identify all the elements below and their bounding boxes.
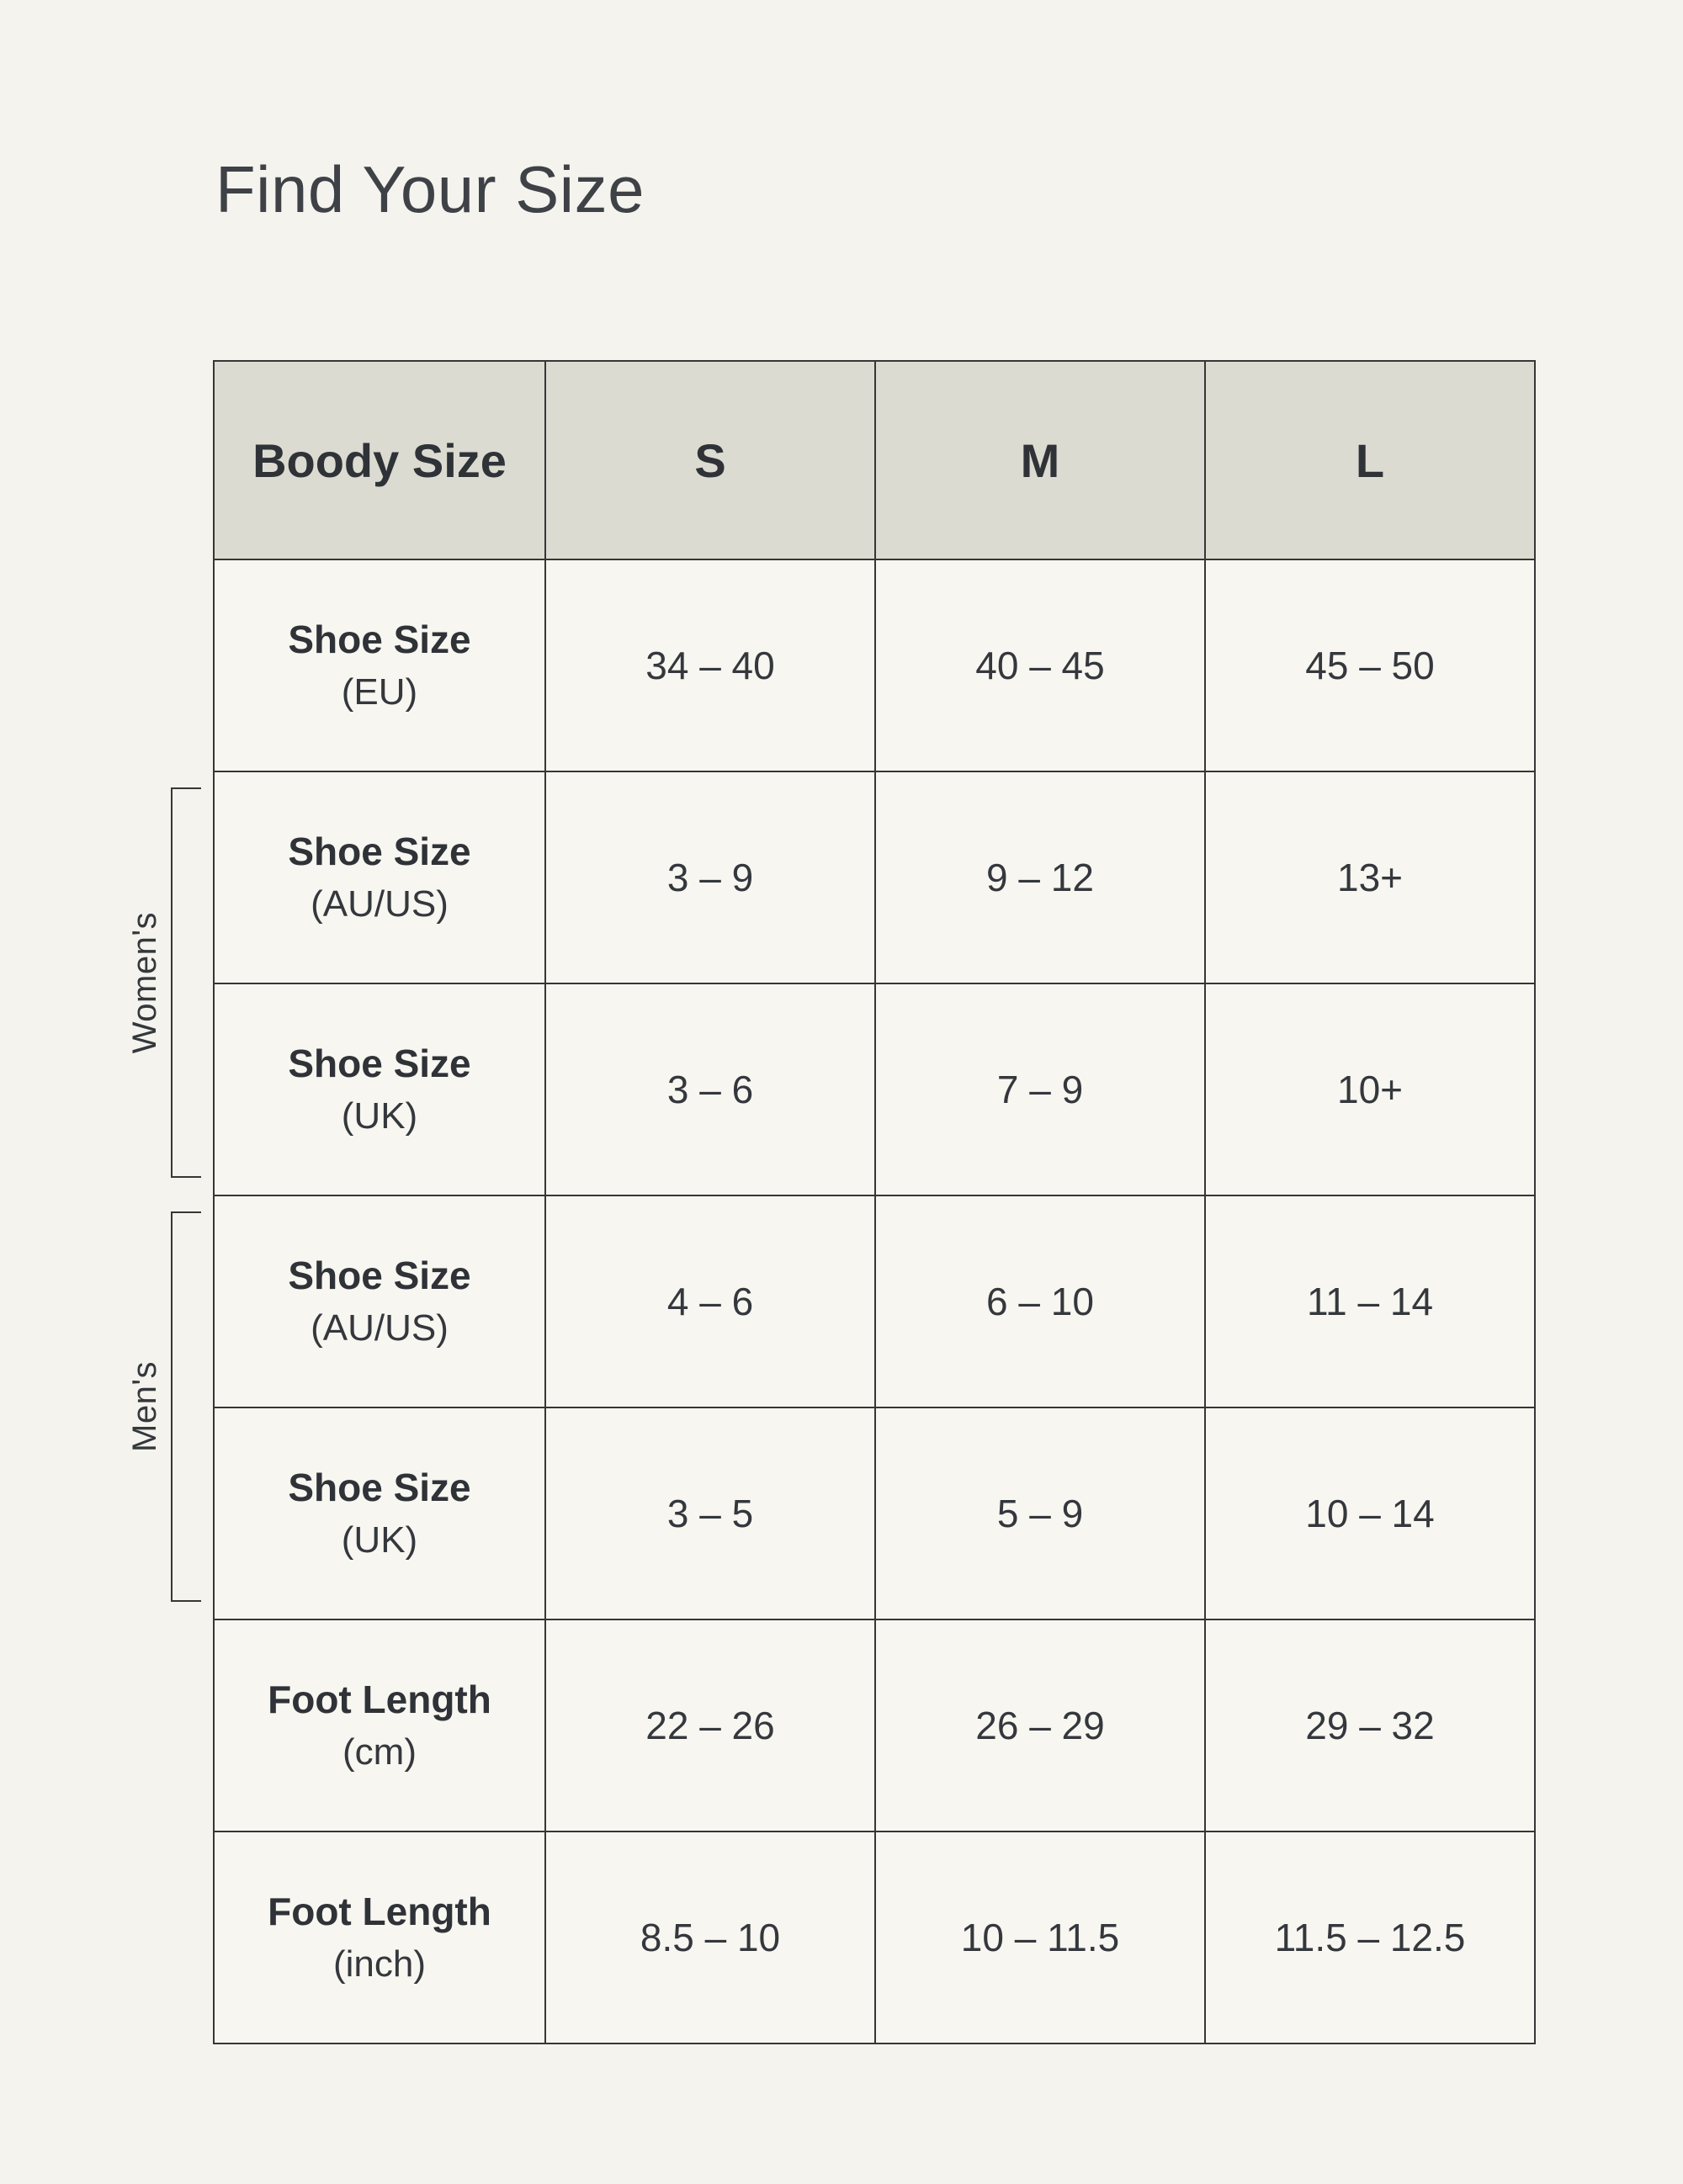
womens-bracket-bottom-tick — [173, 1176, 201, 1178]
row-label: Foot Length — [268, 1678, 491, 1721]
row-label: Shoe Size — [288, 1042, 471, 1085]
cell-value: 5 – 9 — [874, 1407, 1206, 1620]
womens-group-label-text: Women's — [125, 911, 163, 1054]
cell-value: 7 – 9 — [874, 983, 1206, 1196]
mens-bracket-top-tick — [173, 1211, 201, 1213]
cell-value: 11 – 14 — [1204, 1195, 1536, 1408]
page-title: Find Your Size — [215, 152, 645, 226]
row-label: Shoe Size — [288, 1466, 471, 1509]
header-cell-size-l: L — [1204, 360, 1536, 560]
header-cell-size-m: M — [874, 360, 1206, 560]
mens-group-label-text: Men's — [125, 1361, 163, 1452]
cell-value: 22 – 26 — [544, 1619, 876, 1832]
cell-value: 34 – 40 — [544, 559, 876, 772]
row-sublabel: (UK) — [341, 1095, 418, 1137]
row-header: Foot Length (cm) — [213, 1619, 546, 1832]
row-sublabel: (cm) — [342, 1731, 417, 1773]
cell-value: 3 – 5 — [544, 1407, 876, 1620]
womens-bracket-top-tick — [173, 787, 201, 789]
row-header: Shoe Size (UK) — [213, 983, 546, 1196]
table-row-mens-shoe-size-uk: Shoe Size (UK) 3 – 5 5 – 9 10 – 14 — [213, 1407, 1536, 1620]
cell-value: 29 – 32 — [1204, 1619, 1536, 1832]
cell-value: 10 – 11.5 — [874, 1831, 1206, 2044]
table-row-womens-shoe-size-au-us: Shoe Size (AU/US) 3 – 9 9 – 12 13+ — [213, 771, 1536, 984]
row-header: Shoe Size (EU) — [213, 559, 546, 772]
womens-group-label: Women's — [121, 787, 168, 1178]
row-header: Shoe Size (AU/US) — [213, 771, 546, 984]
row-label: Foot Length — [268, 1890, 491, 1933]
cell-value: 45 – 50 — [1204, 559, 1536, 772]
cell-value: 4 – 6 — [544, 1195, 876, 1408]
table-header-row: Boody Size S M L — [213, 360, 1536, 560]
cell-value: 3 – 6 — [544, 983, 876, 1196]
row-label: Shoe Size — [288, 618, 471, 661]
row-header: Foot Length (inch) — [213, 1831, 546, 2044]
cell-value: 26 – 29 — [874, 1619, 1206, 1832]
cell-value: 13+ — [1204, 771, 1536, 984]
cell-value: 9 – 12 — [874, 771, 1206, 984]
cell-value: 8.5 – 10 — [544, 1831, 876, 2044]
cell-value: 3 – 9 — [544, 771, 876, 984]
womens-bracket — [171, 787, 201, 1178]
mens-group-label: Men's — [121, 1211, 168, 1602]
row-sublabel: (EU) — [341, 671, 418, 713]
row-sublabel: (UK) — [341, 1519, 418, 1561]
mens-bracket — [171, 1211, 201, 1602]
row-header: Shoe Size (UK) — [213, 1407, 546, 1620]
row-sublabel: (inch) — [332, 1943, 427, 1985]
cell-value: 10 – 14 — [1204, 1407, 1536, 1620]
cell-value: 6 – 10 — [874, 1195, 1206, 1408]
mens-bracket-bottom-tick — [173, 1600, 201, 1602]
header-cell-size-s: S — [544, 360, 876, 560]
row-sublabel: (AU/US) — [311, 883, 449, 925]
table-row-foot-length-cm: Foot Length (cm) 22 – 26 26 – 29 29 – 32 — [213, 1619, 1536, 1832]
table-row-shoe-size-eu: Shoe Size (EU) 34 – 40 40 – 45 45 – 50 — [213, 559, 1536, 772]
table-row-foot-length-inch: Foot Length (inch) 8.5 – 10 10 – 11.5 11… — [213, 1831, 1536, 2044]
row-label: Shoe Size — [288, 830, 471, 873]
size-table: Boody Size S M L Shoe Size (EU) 34 – 40 … — [213, 360, 1536, 2044]
table-row-mens-shoe-size-au-us: Shoe Size (AU/US) 4 – 6 6 – 10 11 – 14 — [213, 1195, 1536, 1408]
cell-value: 10+ — [1204, 983, 1536, 1196]
row-header: Shoe Size (AU/US) — [213, 1195, 546, 1408]
row-sublabel: (AU/US) — [311, 1307, 449, 1349]
table-row-womens-shoe-size-uk: Shoe Size (UK) 3 – 6 7 – 9 10+ — [213, 983, 1536, 1196]
header-cell-boody-size: Boody Size — [213, 360, 546, 560]
row-label: Shoe Size — [288, 1254, 471, 1297]
cell-value: 40 – 45 — [874, 559, 1206, 772]
cell-value: 11.5 – 12.5 — [1204, 1831, 1536, 2044]
